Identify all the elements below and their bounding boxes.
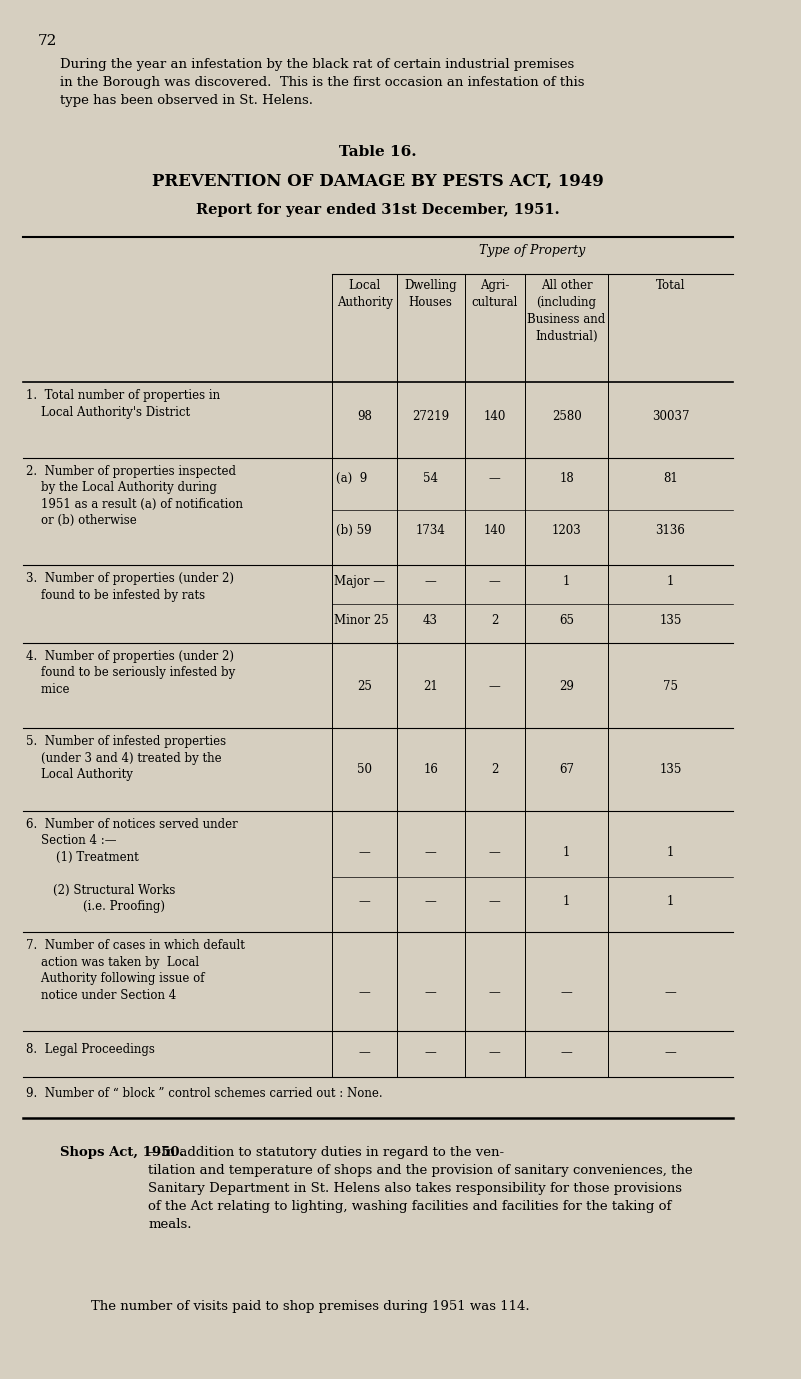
Text: 21: 21	[423, 680, 438, 694]
Text: 7.  Number of cases in which default
    action was taken by  Local
    Authorit: 7. Number of cases in which default acti…	[26, 939, 245, 1001]
Text: 25: 25	[357, 680, 372, 694]
Text: 1: 1	[563, 845, 570, 859]
Text: 2: 2	[491, 763, 498, 776]
Text: 65: 65	[559, 614, 574, 627]
Text: 2: 2	[491, 614, 498, 627]
Text: —: —	[489, 845, 501, 859]
Text: —: —	[665, 986, 676, 1000]
Text: 2580: 2580	[552, 410, 582, 423]
Text: —: —	[359, 1045, 370, 1059]
Text: 18: 18	[559, 472, 574, 485]
Text: —: —	[489, 575, 501, 589]
Text: —: —	[489, 1045, 501, 1059]
Text: Total: Total	[656, 279, 685, 291]
Text: —: —	[425, 575, 437, 589]
Text: —: —	[425, 895, 437, 909]
Text: —: —	[489, 895, 501, 909]
Text: —: —	[359, 986, 370, 1000]
Text: (a)  9: (a) 9	[336, 472, 368, 485]
Text: 4.  Number of properties (under 2)
    found to be seriously infested by
    mic: 4. Number of properties (under 2) found …	[26, 650, 235, 695]
Text: 43: 43	[423, 614, 438, 627]
Text: Major —: Major —	[334, 575, 385, 589]
Text: 9.  Number of “ block ” control schemes carried out : None.: 9. Number of “ block ” control schemes c…	[26, 1087, 383, 1100]
Text: 5.  Number of infested properties
    (under 3 and 4) treated by the
    Local A: 5. Number of infested properties (under …	[26, 735, 227, 781]
Text: 1203: 1203	[552, 524, 582, 538]
Text: 1: 1	[666, 895, 674, 909]
Text: 30037: 30037	[652, 410, 689, 423]
Text: 135: 135	[659, 614, 682, 627]
Text: Shops Act, 1950.: Shops Act, 1950.	[60, 1146, 185, 1158]
Text: —: —	[359, 845, 370, 859]
Text: During the year an infestation by the black rat of certain industrial premises
i: During the year an infestation by the bl…	[60, 58, 585, 108]
Text: —: —	[425, 1045, 437, 1059]
Text: —: —	[425, 986, 437, 1000]
Text: 27219: 27219	[412, 410, 449, 423]
Text: 140: 140	[484, 410, 506, 423]
Text: 67: 67	[559, 763, 574, 776]
Text: 54: 54	[423, 472, 438, 485]
Text: 140: 140	[484, 524, 506, 538]
Text: Local
Authority: Local Authority	[336, 279, 392, 309]
Text: 1: 1	[666, 575, 674, 589]
Text: 72: 72	[38, 34, 57, 48]
Text: 98: 98	[357, 410, 372, 423]
Text: Dwelling
Houses: Dwelling Houses	[405, 279, 457, 309]
Text: Agri-
cultural: Agri- cultural	[472, 279, 518, 309]
Text: 3.  Number of properties (under 2)
    found to be infested by rats: 3. Number of properties (under 2) found …	[26, 572, 235, 601]
Text: Report for year ended 31st December, 1951.: Report for year ended 31st December, 195…	[196, 203, 560, 217]
Text: 135: 135	[659, 763, 682, 776]
Text: 6.  Number of notices served under
    Section 4 :—
        (1) Treatment: 6. Number of notices served under Sectio…	[26, 818, 238, 863]
Text: 16: 16	[423, 763, 438, 776]
Text: (b) 59: (b) 59	[336, 524, 372, 538]
Text: 8.  Legal Proceedings: 8. Legal Proceedings	[26, 1043, 155, 1056]
Text: 1: 1	[563, 895, 570, 909]
Text: 1734: 1734	[416, 524, 445, 538]
Text: —: —	[359, 895, 370, 909]
Text: —: —	[489, 472, 501, 485]
Text: —: —	[561, 1045, 573, 1059]
Text: 1: 1	[666, 845, 674, 859]
Text: 50: 50	[357, 763, 372, 776]
Text: 81: 81	[663, 472, 678, 485]
Text: All other
(including
Business and
Industrial): All other (including Business and Indust…	[528, 279, 606, 342]
Text: —: —	[489, 986, 501, 1000]
Text: —: —	[665, 1045, 676, 1059]
Text: The number of visits paid to shop premises during 1951 was 114.: The number of visits paid to shop premis…	[91, 1300, 529, 1313]
Text: 2.  Number of properties inspected
    by the Local Authority during
    1951 as: 2. Number of properties inspected by the…	[26, 465, 244, 527]
Text: 75: 75	[663, 680, 678, 694]
Text: (2) Structural Works
        (i.e. Proofing): (2) Structural Works (i.e. Proofing)	[53, 884, 175, 913]
Text: 3136: 3136	[655, 524, 686, 538]
Text: Type of Property: Type of Property	[480, 244, 586, 256]
Text: PREVENTION OF DAMAGE BY PESTS ACT, 1949: PREVENTION OF DAMAGE BY PESTS ACT, 1949	[152, 172, 604, 189]
Text: 1: 1	[563, 575, 570, 589]
Text: Table 16.: Table 16.	[339, 145, 417, 159]
Text: —: —	[425, 845, 437, 859]
Text: —In addition to statutory duties in regard to the ven-
tilation and temperature : —In addition to statutory duties in rega…	[148, 1146, 693, 1231]
Text: —: —	[561, 986, 573, 1000]
Text: Minor 25: Minor 25	[334, 614, 388, 627]
Text: 1.  Total number of properties in
    Local Authority's District: 1. Total number of properties in Local A…	[26, 389, 220, 419]
Text: —: —	[489, 680, 501, 694]
Text: 29: 29	[559, 680, 574, 694]
